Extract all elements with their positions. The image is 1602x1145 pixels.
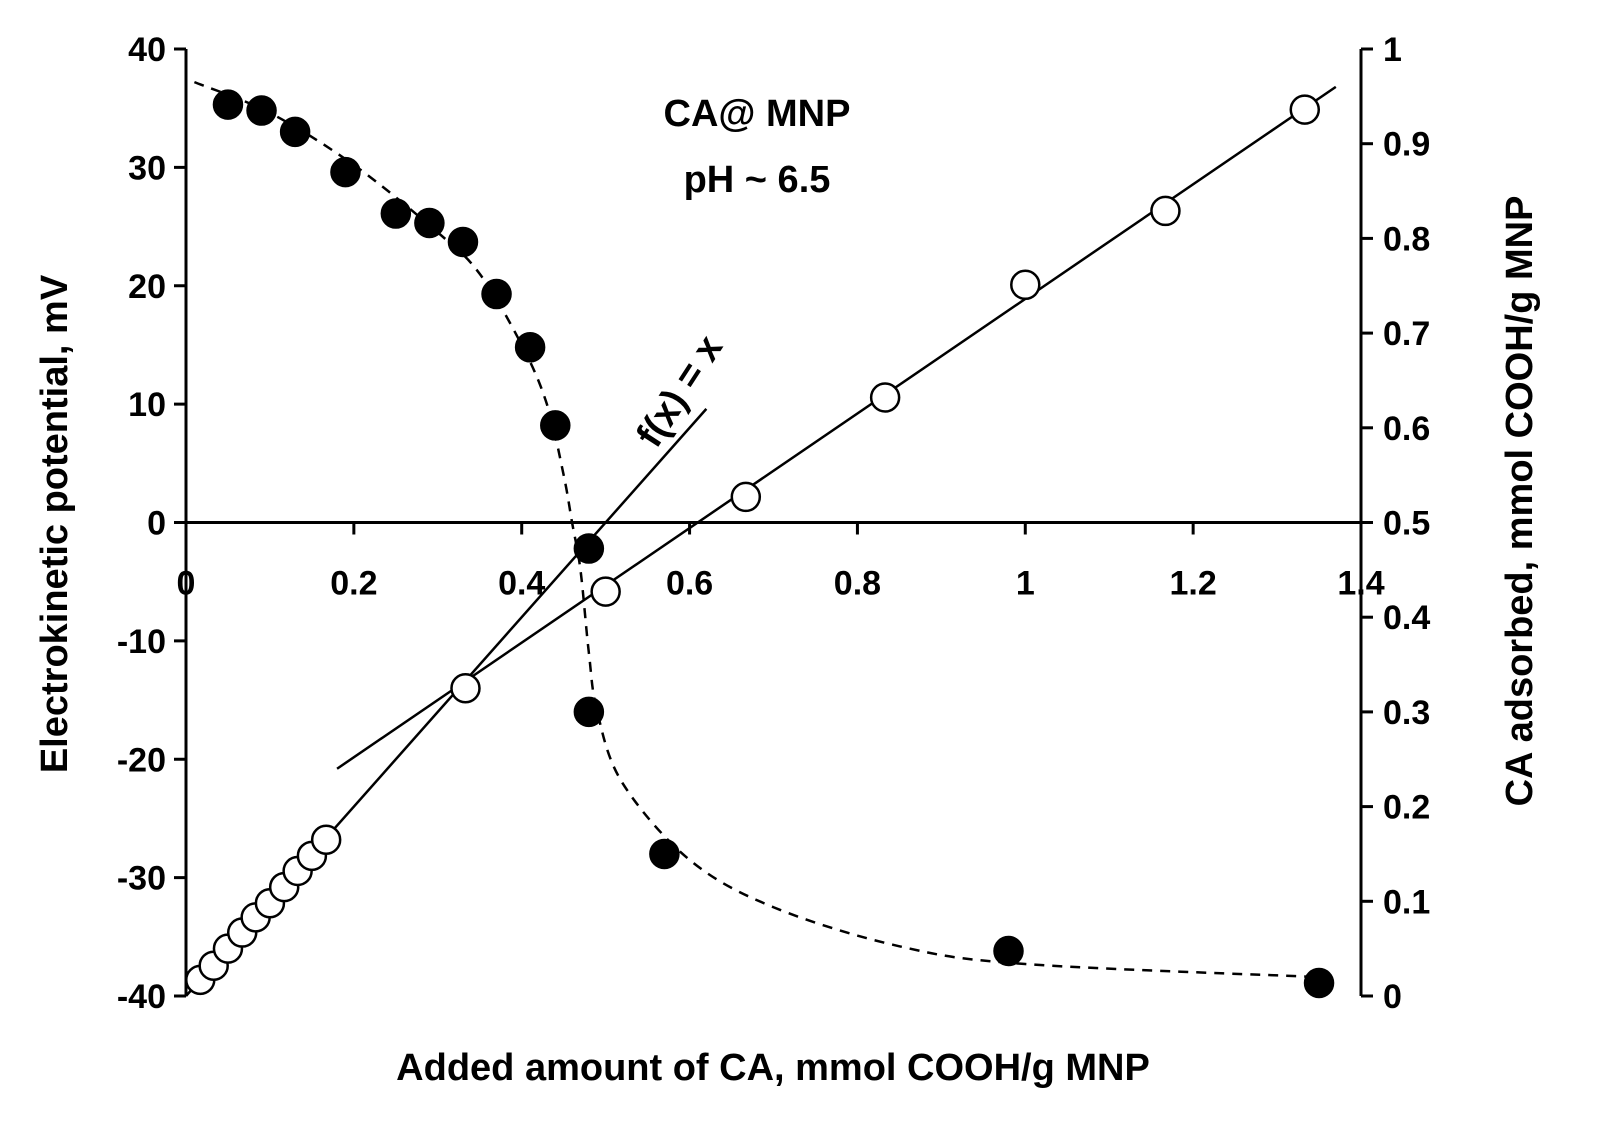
y-right-tick-label: 0.2 xyxy=(1383,789,1430,827)
y-left-tick-label: -20 xyxy=(117,741,166,779)
x-tick-label: 1.2 xyxy=(1170,565,1217,603)
y-right-tick-label: 0.6 xyxy=(1383,410,1430,448)
adsorbed-point xyxy=(1289,94,1321,125)
y-right-tick-label: 0.1 xyxy=(1383,883,1430,921)
y-left-tick-label: 0 xyxy=(147,505,166,543)
adsorbed-point xyxy=(590,576,621,607)
adsorbed-point xyxy=(310,824,342,855)
potential-point xyxy=(540,410,571,441)
potential-point xyxy=(649,838,680,870)
y-left-tick-label: 40 xyxy=(128,31,166,69)
y-right-tick-label: 0.9 xyxy=(1383,126,1430,164)
x-tick-label: 0.2 xyxy=(330,565,377,603)
potential-point xyxy=(514,332,546,363)
potential-point xyxy=(330,156,361,188)
y-left-tick-label: 20 xyxy=(128,268,166,306)
y-right-tick-label: 0.4 xyxy=(1383,599,1430,637)
y-right-tick-label: 1 xyxy=(1383,31,1402,69)
y-right-tick-label: 0.8 xyxy=(1383,220,1430,258)
x-tick-label: 0 xyxy=(177,565,196,603)
y-right-tick-label: 0.5 xyxy=(1383,505,1430,543)
annotation-sample: CA@ MNP xyxy=(664,93,851,135)
x-tick-label: 0.4 xyxy=(498,565,545,603)
y-left-tick-label: 30 xyxy=(128,149,166,187)
series-markers xyxy=(185,89,1335,999)
x-axis-label: Added amount of CA, mmol COOH/g MNP xyxy=(396,1047,1150,1089)
potential-point xyxy=(573,533,605,564)
x-tick-label: 1.4 xyxy=(1337,565,1384,603)
y-axis-left-label: Electrokinetic potential, mV xyxy=(34,274,76,773)
axes: 403020100-10-20-30-4010.90.80.70.60.50.4… xyxy=(117,31,1430,1016)
y-right-tick-label: 0.7 xyxy=(1383,315,1430,353)
y-right-tick-label: 0.3 xyxy=(1383,694,1430,732)
potential-point xyxy=(573,696,605,728)
adsorbed-point xyxy=(1010,269,1041,301)
x-tick-label: 0.8 xyxy=(834,565,881,603)
adsorbed-point xyxy=(730,481,762,513)
y-left-tick-label: -10 xyxy=(117,623,166,661)
potential-point xyxy=(481,278,512,310)
y-left-tick-label: 10 xyxy=(128,386,166,424)
y-left-tick-label: -40 xyxy=(117,978,166,1016)
y-axis-right-label: CA adsorbed, mmol COOH/g MNP xyxy=(1499,196,1541,807)
potential-point xyxy=(993,935,1024,967)
potential-point xyxy=(380,198,412,229)
adsorbed-point xyxy=(450,672,481,704)
annotation-ph: pH ~ 6.5 xyxy=(684,159,831,201)
potential-point xyxy=(447,226,479,258)
potential-point xyxy=(279,116,311,148)
axis-labels: Added amount of CA, mmol COOH/g MNP Elec… xyxy=(34,196,1541,1089)
potential-point xyxy=(246,95,277,126)
adsorbed-point xyxy=(869,382,901,413)
potential-point xyxy=(212,89,244,120)
adsorbed-point xyxy=(1150,195,1181,227)
y-right-tick-label: 0 xyxy=(1383,978,1402,1016)
y-left-tick-label: -30 xyxy=(117,860,166,898)
potential-point xyxy=(1303,967,1335,999)
x-tick-label: 1 xyxy=(1016,565,1035,603)
potential-point xyxy=(414,207,445,239)
x-tick-label: 0.6 xyxy=(666,565,713,603)
